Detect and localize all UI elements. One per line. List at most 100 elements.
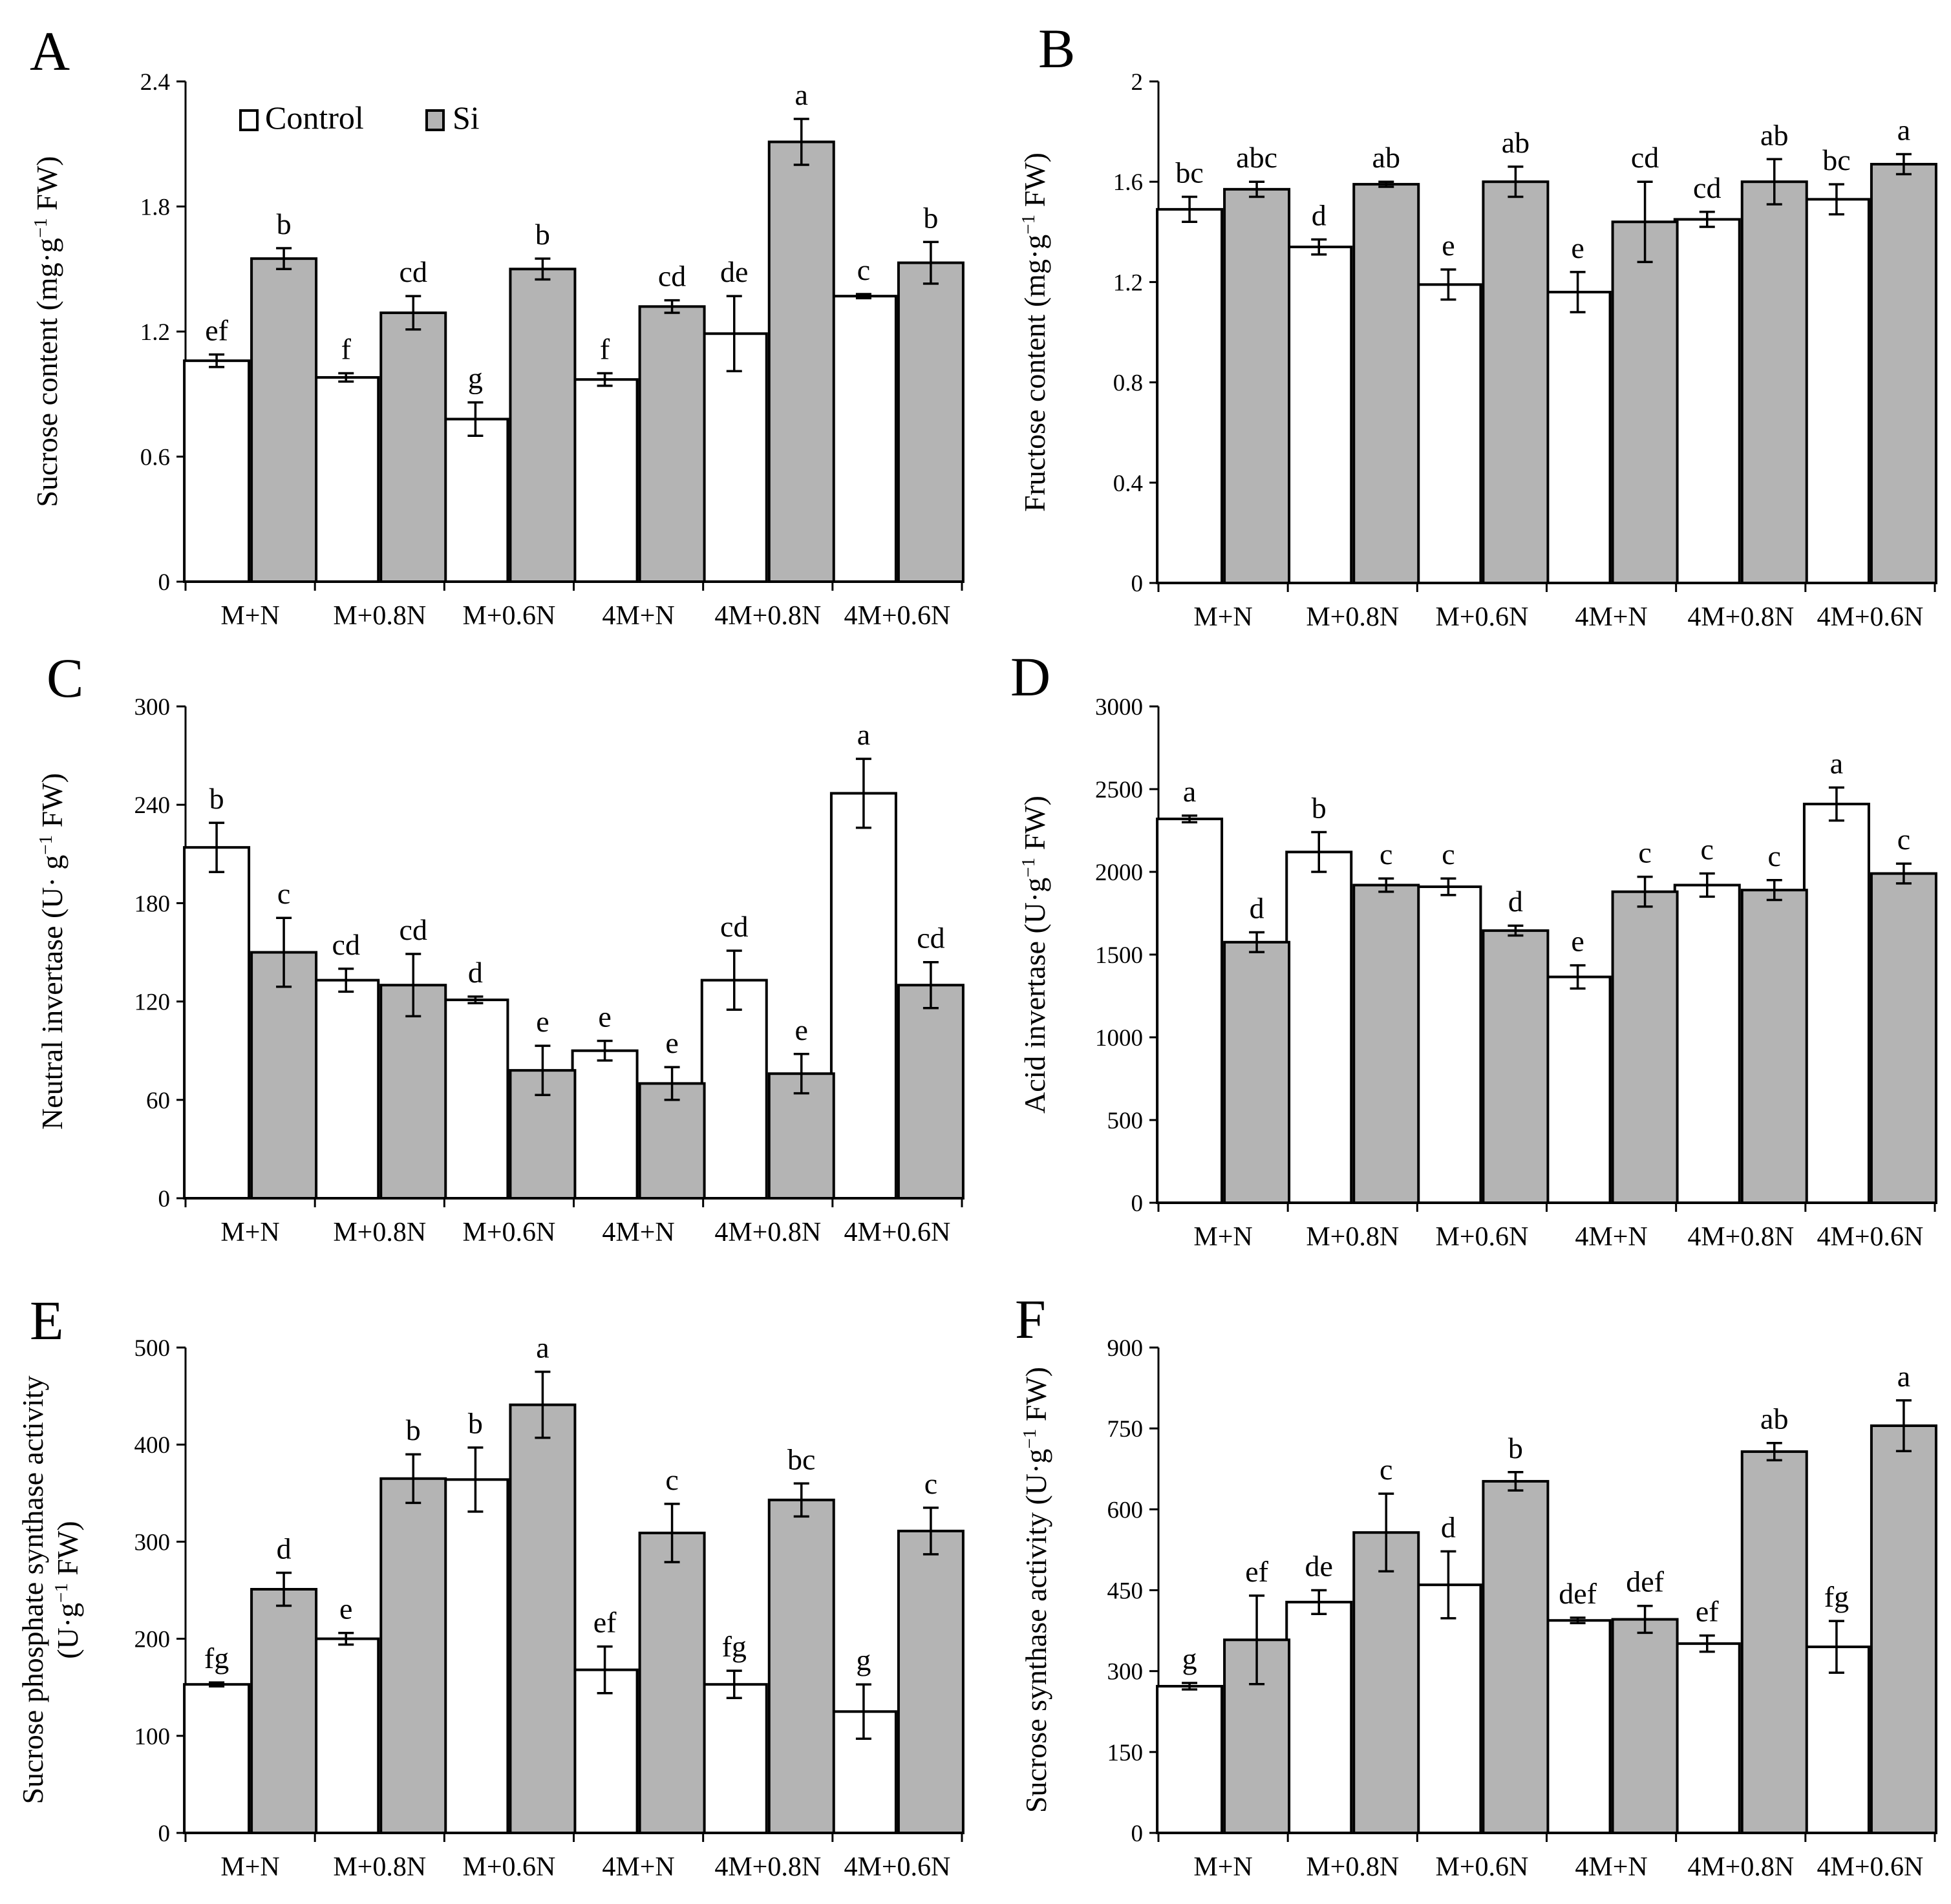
x-tick-label: M+0.6N (462, 601, 555, 631)
x-tick-label: M+N (220, 1852, 279, 1882)
y-tick-label: 2.4 (140, 69, 170, 96)
y-tick-label: 1.2 (1113, 270, 1143, 296)
bar-si (897, 1529, 965, 1834)
bar-si (379, 311, 447, 583)
significance-letter: ab (1502, 126, 1530, 159)
bar-si (1740, 1450, 1808, 1835)
y-tick-label: 1.2 (140, 319, 170, 346)
significance-letter: d (1508, 885, 1523, 918)
y-tick-label: 0 (1131, 1190, 1144, 1217)
y-tick-label: 2000 (1095, 860, 1143, 886)
y-tick-label: 0 (158, 569, 171, 596)
x-tick-label: M+0.8N (1306, 1852, 1399, 1882)
significance-letter: def (1626, 1565, 1664, 1598)
significance-letter: c (857, 253, 870, 286)
bar-si (1223, 940, 1291, 1205)
legend-swatch-si (425, 109, 445, 131)
significance-letter: ab (1372, 141, 1400, 174)
y-tick-label: 400 (134, 1432, 171, 1459)
significance-letter: ef (1696, 1595, 1719, 1628)
significance-letter: b (923, 201, 938, 234)
x-tick-label: M+0.6N (1435, 602, 1528, 632)
significance-letter: g (1182, 1642, 1197, 1675)
panel-d: D 0 500 1000 1500 2000 2500 3000 M+N M+0.8N M+0.6N… (1010, 646, 1937, 1252)
bar-control (1802, 1645, 1870, 1835)
bar-control (1285, 1600, 1353, 1834)
y-tick-label: 200 (134, 1627, 171, 1653)
x-tick-label: M+0.8N (1306, 602, 1399, 632)
significance-letter: c (924, 1467, 937, 1500)
bar-si (1352, 883, 1420, 1204)
bar-control (571, 1049, 639, 1200)
significance-letter: d (468, 956, 483, 989)
bar-control (1414, 283, 1482, 584)
significance-letter: e (1571, 231, 1584, 264)
bar-si (379, 1477, 447, 1834)
x-tick-label: M+0.8N (333, 1218, 426, 1247)
significance-letter: b (406, 1413, 421, 1446)
bar-si (509, 1403, 577, 1834)
bar-control (1673, 218, 1741, 584)
bar-si (1611, 1618, 1679, 1835)
bar-control (183, 359, 251, 584)
significance-letter: ef (1245, 1555, 1268, 1588)
bar-si (638, 305, 706, 583)
bar-si (1740, 180, 1808, 584)
bar-control (1544, 290, 1612, 584)
y-tick-label: 0.4 (1113, 471, 1143, 497)
y-tick-label: 300 (134, 1529, 171, 1556)
bar-control (1156, 818, 1224, 1204)
significance-letter: a (1897, 114, 1910, 147)
panel-letter: A (30, 20, 70, 82)
bar-control (442, 418, 509, 584)
significance-letter: c (665, 1463, 678, 1496)
bar-si (1352, 1531, 1420, 1834)
bar-control (1414, 1583, 1482, 1834)
significance-letter: a (1830, 746, 1843, 779)
y-tick-label: 300 (134, 694, 171, 721)
x-tick-label: 4M+0.6N (844, 1218, 950, 1247)
significance-letter: cd (400, 255, 427, 288)
significance-letter: c (277, 877, 290, 910)
y-tick-label: 150 (1107, 1740, 1144, 1766)
y-tick-label: 500 (134, 1335, 171, 1362)
x-tick-label: 4M+0.8N (714, 1852, 821, 1882)
bar-si (1870, 872, 1937, 1205)
bar-control (829, 792, 897, 1200)
significance-letter: a (795, 78, 808, 111)
x-tick-label: 4M+0.8N (714, 601, 821, 631)
bar-si (1870, 163, 1937, 585)
bar-control (571, 378, 639, 583)
x-tick-label: 4M+0.6N (844, 1852, 950, 1882)
bar-si (1740, 889, 1808, 1205)
significance-letter: cd (1631, 141, 1659, 174)
bar-si (1223, 187, 1291, 584)
bar-si (250, 951, 318, 1200)
x-tick-label: M+N (1193, 1852, 1252, 1882)
panel-a: A 0 0.6 1.2 1.8 2.4 M+N M+0.8N M+0.6N 4M+N 4M+0.8N… (30, 20, 965, 631)
y-tick-label: 300 (1107, 1659, 1144, 1686)
significance-letter: cd (917, 922, 944, 955)
y-tick-label: 100 (134, 1724, 171, 1750)
bar-control (571, 1668, 639, 1835)
significance-letter: f (341, 333, 352, 366)
significance-letter: b (209, 782, 224, 815)
significance-letter: c (1701, 833, 1714, 866)
significance-letter: a (1183, 775, 1196, 808)
significance-letter: e (795, 1013, 808, 1046)
y-tick-label: 900 (1107, 1335, 1144, 1362)
y-axis-label: Fructose content (mg·g−1 FW) (1018, 153, 1051, 512)
bar-control (312, 978, 380, 1200)
significance-letter: a (857, 718, 870, 751)
x-tick-label: M+0.6N (1435, 1852, 1528, 1882)
significance-letter: e (598, 1000, 611, 1033)
bar-control (1802, 198, 1870, 584)
x-tick-label: M+N (1193, 1222, 1252, 1252)
x-tick-label: 4M+0.8N (1687, 1852, 1794, 1882)
x-tick-label: 4M+0.8N (1687, 1222, 1794, 1252)
y-tick-label: 750 (1107, 1416, 1144, 1443)
x-tick-label: 4M+N (602, 1852, 674, 1882)
significance-letter: bc (1175, 156, 1203, 189)
significance-letter: c (1638, 836, 1651, 869)
significance-letter: d (277, 1532, 292, 1565)
